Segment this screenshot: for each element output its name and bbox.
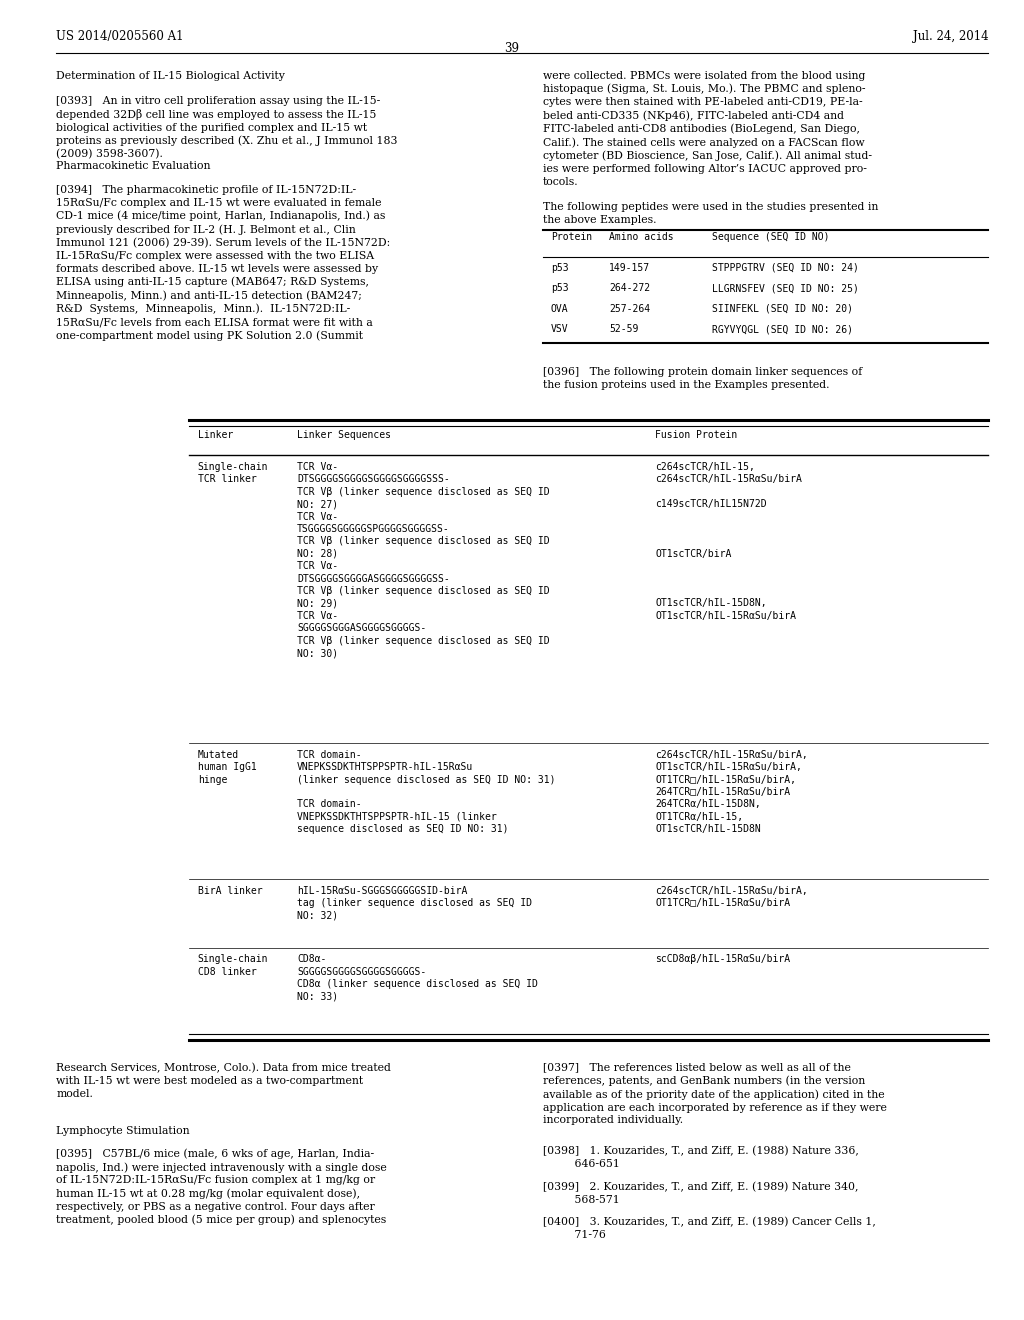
Text: [0399]   2. Kouzarides, T., and Ziff, E. (1989) Nature 340,
         568-571: [0399] 2. Kouzarides, T., and Ziff, E. (…: [543, 1181, 858, 1205]
Text: CD8α-
SGGGGSGGGGSGGGGSGGGGS-
CD8α (linker sequence disclosed as SEQ ID
NO: 33): CD8α- SGGGGSGGGGSGGGGSGGGGS- CD8α (linke…: [297, 954, 538, 1002]
Text: [0397]   The references listed below as well as all of the
references, patents, : [0397] The references listed below as we…: [543, 1063, 887, 1126]
Text: 149-157: 149-157: [609, 263, 650, 273]
Text: c264scTCR/hIL-15RαSu/birA,
OT1TCR□/hIL-15RαSu/birA: c264scTCR/hIL-15RαSu/birA, OT1TCR□/hIL-1…: [655, 886, 808, 908]
Text: c264scTCR/hIL-15,
c264scTCR/hIL-15RαSu/birA

c149scTCR/hIL15N72D



OT1scTCR/bir: c264scTCR/hIL-15, c264scTCR/hIL-15RαSu/b…: [655, 462, 802, 620]
Text: 39: 39: [505, 41, 519, 54]
Text: p53: p53: [551, 263, 568, 273]
Text: TCR Vα-
DTSGGGGSGGGGSGGGGSGGGGSSS-
TCR Vβ (linker sequence disclosed as SEQ ID
N: TCR Vα- DTSGGGGSGGGGSGGGGSGGGGSSS- TCR V…: [297, 462, 550, 657]
Text: Determination of IL-15 Biological Activity: Determination of IL-15 Biological Activi…: [56, 70, 286, 81]
Text: OVA: OVA: [551, 304, 568, 314]
Text: BirA linker: BirA linker: [198, 886, 262, 896]
Text: Linker Sequences: Linker Sequences: [297, 430, 391, 441]
Text: hIL-15RαSu-SGGGSGGGGGSID-birA
tag (linker sequence disclosed as SEQ ID
NO: 32): hIL-15RαSu-SGGGSGGGGGSID-birA tag (linke…: [297, 886, 531, 920]
Text: 52-59: 52-59: [609, 325, 639, 334]
Text: [0393]   An in vitro cell proliferation assay using the IL-15-
depended 32Dβ cel: [0393] An in vitro cell proliferation as…: [56, 96, 397, 160]
Text: 257-264: 257-264: [609, 304, 650, 314]
Text: Jul. 24, 2014: Jul. 24, 2014: [912, 30, 988, 42]
Text: [0394]   The pharmacokinetic profile of IL-15N72D:IL-
15RαSu/Fc complex and IL-1: [0394] The pharmacokinetic profile of IL…: [56, 185, 390, 341]
Text: [0395]   C57BL/6 mice (male, 6 wks of age, Harlan, India-
napolis, Ind.) were in: [0395] C57BL/6 mice (male, 6 wks of age,…: [56, 1148, 387, 1225]
Text: [0398]   1. Kouzarides, T., and Ziff, E. (1988) Nature 336,
         646-651: [0398] 1. Kouzarides, T., and Ziff, E. (…: [543, 1146, 858, 1170]
Text: scCD8αβ/hIL-15RαSu/birA: scCD8αβ/hIL-15RαSu/birA: [655, 954, 791, 965]
Text: Mutated
human IgG1
hinge: Mutated human IgG1 hinge: [198, 750, 256, 784]
Text: Single-chain
CD8 linker: Single-chain CD8 linker: [198, 954, 268, 977]
Text: [0400]   3. Kouzarides, T., and Ziff, E. (1989) Cancer Cells 1,
         71-76: [0400] 3. Kouzarides, T., and Ziff, E. (…: [543, 1217, 876, 1241]
Text: p53: p53: [551, 284, 568, 293]
Text: Pharmacokinetic Evaluation: Pharmacokinetic Evaluation: [56, 161, 211, 172]
Text: STPPPGTRV (SEQ ID NO: 24): STPPPGTRV (SEQ ID NO: 24): [712, 263, 858, 273]
Text: Amino acids: Amino acids: [609, 232, 674, 243]
Text: Protein: Protein: [551, 232, 592, 243]
Text: Linker: Linker: [198, 430, 232, 441]
Text: c264scTCR/hIL-15RαSu/birA,
OT1scTCR/hIL-15RαSu/birA,
OT1TCR□/hIL-15RαSu/birA,
26: c264scTCR/hIL-15RαSu/birA, OT1scTCR/hIL-…: [655, 750, 808, 834]
Text: TCR domain-
VNEPKSSDKTHTSPPSPTR-hIL-15RαSu
(linker sequence disclosed as SEQ ID : TCR domain- VNEPKSSDKTHTSPPSPTR-hIL-15Rα…: [297, 750, 555, 834]
Text: VSV: VSV: [551, 325, 568, 334]
Text: US 2014/0205560 A1: US 2014/0205560 A1: [56, 30, 184, 42]
Text: LLGRNSFEV (SEQ ID NO: 25): LLGRNSFEV (SEQ ID NO: 25): [712, 284, 858, 293]
Text: 264-272: 264-272: [609, 284, 650, 293]
Text: Fusion Protein: Fusion Protein: [655, 430, 737, 441]
Text: were collected. PBMCs were isolated from the blood using
histopaque (Sigma, St. : were collected. PBMCs were isolated from…: [543, 70, 879, 226]
Text: SIINFEKL (SEQ ID NO: 20): SIINFEKL (SEQ ID NO: 20): [712, 304, 853, 314]
Text: Research Services, Montrose, Colo.). Data from mice treated
with IL-15 wt were b: Research Services, Montrose, Colo.). Dat…: [56, 1063, 391, 1098]
Text: Single-chain
TCR linker: Single-chain TCR linker: [198, 462, 268, 484]
Text: [0396]   The following protein domain linker sequences of
the fusion proteins us: [0396] The following protein domain link…: [543, 367, 862, 389]
Text: Lymphocyte Stimulation: Lymphocyte Stimulation: [56, 1126, 189, 1137]
Text: Sequence (SEQ ID NO): Sequence (SEQ ID NO): [712, 232, 829, 243]
Text: RGYVYQGL (SEQ ID NO: 26): RGYVYQGL (SEQ ID NO: 26): [712, 325, 853, 334]
